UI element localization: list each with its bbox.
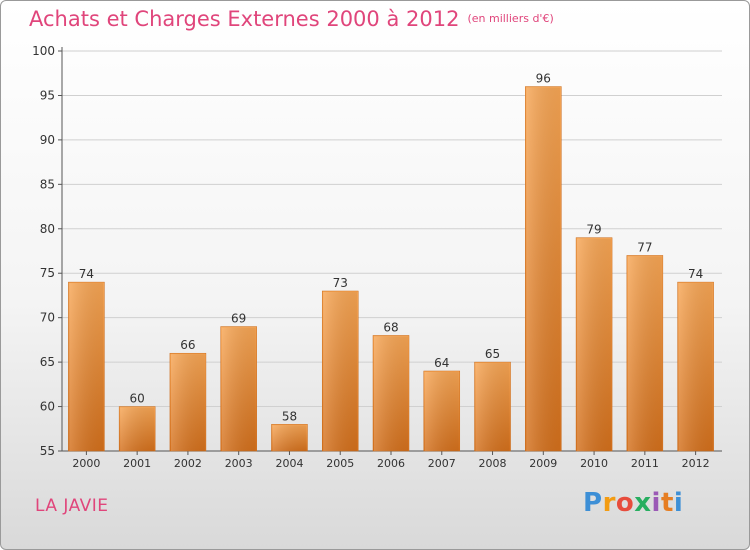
y-tick-label: 80 [40,222,55,236]
bar-shade [526,87,561,452]
chart-title: Achats et Charges Externes 2000 à 2012 (e… [29,7,554,31]
logo-letter: t [660,488,674,518]
y-tick-label: 60 [40,400,55,414]
logo-letter: i [673,488,684,518]
value-label-2002: 66 [180,338,195,352]
chart-subtitle: (en milliers d'€) [467,12,554,25]
value-label-2000: 74 [79,267,94,281]
bar-shade [120,407,155,451]
bar-shade [323,292,358,451]
commune-name: LA JAVIE [35,496,109,516]
value-label-2006: 68 [383,320,398,334]
proxiti-logo: Proxiti [583,488,683,518]
bars [68,86,714,452]
logo-letter: o [615,488,635,518]
logo-letter: i [651,488,661,518]
logo-letter: P [583,488,603,518]
logo-letter: r [602,488,616,518]
bar-shade [170,354,205,451]
x-tick-label-2002: 2002 [174,457,202,470]
x-tick-label-2003: 2003 [225,457,253,470]
chart-title-text: Achats et Charges Externes 2000 à 2012 [29,7,460,31]
bar-shade [678,283,713,451]
value-label-2004: 58 [282,409,297,423]
x-tick-label-2005: 2005 [326,457,354,470]
value-label-2009: 96 [536,72,551,86]
x-tick-label-2010: 2010 [580,457,608,470]
y-tick-label: 55 [40,444,55,458]
bar-shade [475,363,510,451]
x-tick-label-2009: 2009 [529,457,557,470]
y-tick-label: 75 [40,266,55,280]
x-tick-label-2004: 2004 [275,457,303,470]
y-tick-label: 85 [40,177,55,191]
y-tick-label: 90 [40,133,55,147]
x-tick-label-2001: 2001 [123,457,151,470]
x-tick-label-2007: 2007 [428,457,456,470]
value-label-2012: 74 [688,267,703,281]
x-tick-label-2011: 2011 [631,457,659,470]
x-tick-label-2006: 2006 [377,457,405,470]
bar-shade [577,238,612,451]
x-tick-label-2012: 2012 [682,457,710,470]
logo-letter: x [634,488,652,518]
bar-shade [272,425,307,451]
value-label-2010: 79 [586,223,601,237]
y-tick-label: 70 [40,311,55,325]
value-labels: 74 60 66 69 58 73 68 64 65 96 79 77 74 [79,72,704,424]
bar-shade [627,256,662,451]
value-label-2011: 77 [637,240,652,254]
bar-shade [69,283,104,451]
axes: 55 60 65 70 75 80 85 90 95 100 2000 2001 2002 2003 200… [32,44,722,470]
value-label-2003: 69 [231,312,246,326]
y-tick-label: 100 [32,44,55,58]
value-label-2008: 65 [485,347,500,361]
bar-shade [221,327,256,451]
bar-shade [424,372,459,451]
x-tick-label-2000: 2000 [72,457,100,470]
value-label-2001: 60 [130,392,145,406]
bar-shade [374,336,408,451]
y-tick-label: 65 [40,355,55,369]
value-label-2005: 73 [333,276,348,290]
x-tick-label-2008: 2008 [479,457,507,470]
value-label-2007: 64 [434,356,449,370]
y-tick-label: 95 [40,88,55,102]
